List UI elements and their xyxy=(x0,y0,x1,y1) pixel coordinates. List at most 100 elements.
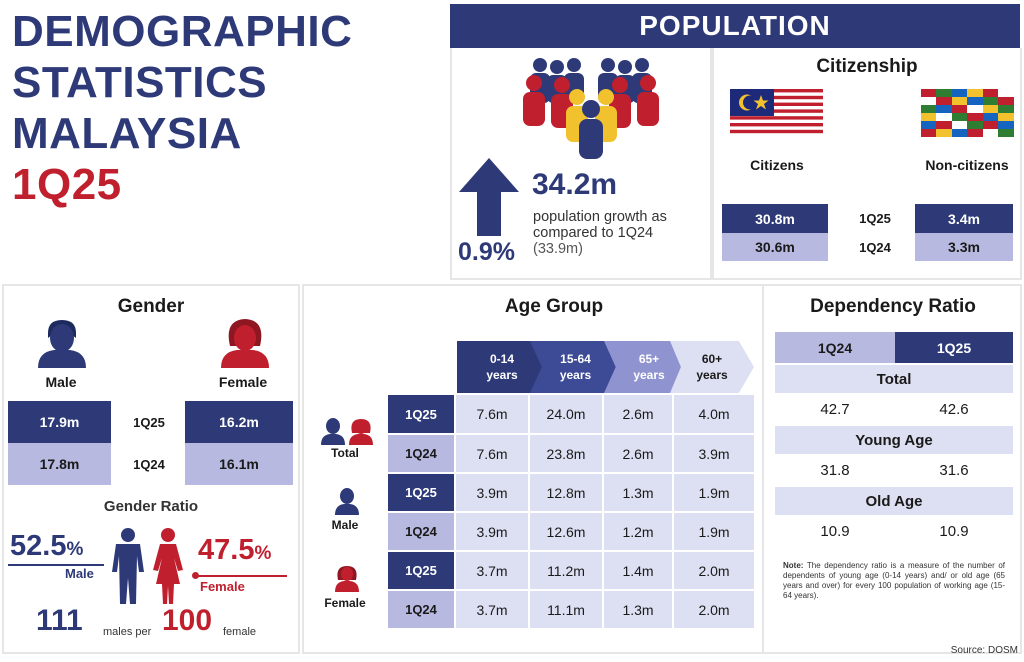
age-cell: 11.1m xyxy=(530,591,602,628)
age-header-range: 60+ xyxy=(701,352,723,366)
males-per-text: males per xyxy=(103,626,152,638)
table-row: 1Q25 3.9m 12.8m 1.3m 1.9m xyxy=(388,474,754,511)
dependency-total-1q24: 42.7 xyxy=(820,400,850,418)
age-header-unit: years xyxy=(696,368,728,382)
age-cell: 4.0m xyxy=(674,395,754,433)
dependency-young-1q24: 31.8 xyxy=(820,461,850,479)
age-cell: 1.9m xyxy=(674,474,754,511)
dependency-total-1q25: 42.6 xyxy=(939,400,969,418)
table-row: 1Q25 3.7m 11.2m 1.4m 2.0m xyxy=(388,552,754,589)
dependency-young-label: Young Age xyxy=(775,426,1013,454)
females-number: 100 xyxy=(162,604,213,637)
age-header-range: 65+ xyxy=(638,352,660,366)
row-quarter: 1Q25 xyxy=(388,395,454,433)
growth-text-2: compared to 1Q24 xyxy=(533,225,654,241)
table-row: 1Q24 7.6m 23.8m 2.6m 3.9m xyxy=(388,435,754,472)
age-cell: 12.8m xyxy=(530,474,602,511)
dependency-total-label: Total xyxy=(775,365,1013,393)
dependency-col-1q25: 1Q25 xyxy=(895,332,1013,363)
growth-text-3: (33.9m) xyxy=(533,241,583,257)
age-header-unit: years xyxy=(633,368,665,382)
note-label: Note: xyxy=(783,561,804,570)
age-cell: 2.0m xyxy=(674,552,754,589)
table-row: 1Q24 3.7m 11.1m 1.3m 2.0m xyxy=(388,591,754,628)
noncitizens-label: Non-citizens xyxy=(925,157,1009,173)
title-line-1: DEMOGRAPHIC xyxy=(12,7,353,56)
age-group-title: Age Group xyxy=(504,296,604,317)
age-cell: 2.6m xyxy=(604,435,672,472)
source-label: Source: DOSM xyxy=(950,645,1018,656)
dependency-old-label: Old Age xyxy=(775,487,1013,515)
age-group-female-label: Female xyxy=(324,596,366,610)
citizens-1q25: 30.8m xyxy=(722,204,828,233)
gender-panel xyxy=(2,284,300,654)
gender-quarter-1q25: 1Q25 xyxy=(133,414,165,430)
table-row: 1Q25 7.6m 24.0m 2.6m 4.0m xyxy=(388,395,754,433)
citizenship-quarter-1q24: 1Q24 xyxy=(859,239,891,255)
male-ratio-line xyxy=(8,564,104,566)
citizens-label: Citizens xyxy=(750,157,804,173)
malaysia-flag-icon xyxy=(730,89,823,137)
row-quarter: 1Q24 xyxy=(388,513,454,550)
citizenship-panel xyxy=(712,48,1022,280)
age-cell: 1.3m xyxy=(604,474,672,511)
female-group-icon xyxy=(335,566,359,592)
male-percent: 52.5% xyxy=(10,530,83,563)
age-group-male-label: Male xyxy=(331,518,359,532)
age-cell: 7.6m xyxy=(456,435,528,472)
age-header-range: 15-64 xyxy=(560,352,591,366)
male-group-icon xyxy=(335,488,359,515)
age-cell: 1.3m xyxy=(604,591,672,628)
age-cell: 24.0m xyxy=(530,395,602,433)
dependency-col-1q24: 1Q24 xyxy=(775,332,895,363)
age-cell: 3.9m xyxy=(674,435,754,472)
population-header: POPULATION xyxy=(450,4,1020,48)
male-percent-sign: % xyxy=(66,539,84,560)
age-header-range: 0-14 xyxy=(489,352,515,366)
dependency-panel xyxy=(764,284,1022,654)
age-cell: 3.7m xyxy=(456,552,528,589)
age-cell: 7.6m xyxy=(456,395,528,433)
female-avatar-icon xyxy=(221,319,269,368)
age-cell: 3.9m xyxy=(456,513,528,550)
row-quarter: 1Q25 xyxy=(388,552,454,589)
female-word: female xyxy=(223,626,257,638)
age-table: 1Q25 7.6m 24.0m 2.6m 4.0m 1Q24 7.6m 23.8… xyxy=(388,395,754,628)
age-cell: 3.7m xyxy=(456,591,528,628)
gender-title: Gender xyxy=(117,296,185,317)
growth-up-arrow-icon xyxy=(459,158,519,236)
total-people-icon xyxy=(321,418,373,445)
dependency-young-1q25: 31.6 xyxy=(939,461,969,479)
age-cell: 3.9m xyxy=(456,474,528,511)
dependency-old-1q25: 10.9 xyxy=(939,522,969,540)
female-1q24: 16.1m xyxy=(185,443,293,485)
growth-percent: 0.9% xyxy=(458,238,515,266)
gender-ratio-title: Gender Ratio xyxy=(103,498,199,515)
gender-female-label: Female xyxy=(218,374,268,390)
dependency-note: Note: The dependency ratio is a measure … xyxy=(783,561,1005,601)
gender-male-label: Male xyxy=(45,374,77,390)
title-quarter: 1Q25 xyxy=(12,160,122,209)
title-line-3: MALAYSIA xyxy=(12,109,242,158)
male-1q25: 17.9m xyxy=(8,401,111,443)
female-ratio-dot xyxy=(192,572,199,579)
age-cell: 1.2m xyxy=(604,513,672,550)
citizens-1q24: 30.6m xyxy=(722,233,828,261)
noncitizens-1q25: 3.4m xyxy=(915,204,1013,233)
female-ratio-line xyxy=(195,575,287,577)
row-quarter: 1Q24 xyxy=(388,435,454,472)
growth-description: population growth as compared to 1Q24 (3… xyxy=(533,209,667,257)
male-percent-value: 52.5 xyxy=(10,530,67,562)
age-header-unit: years xyxy=(486,368,518,382)
note-text: The dependency ratio is a measure of the… xyxy=(783,561,1005,600)
growth-text-1: population growth as xyxy=(533,209,667,225)
female-percent: 47.5% xyxy=(198,534,271,567)
female-percent-value: 47.5 xyxy=(198,534,255,566)
age-cell: 12.6m xyxy=(530,513,602,550)
female-percent-sign: % xyxy=(254,543,272,564)
age-header-60plus: 60+ years xyxy=(670,341,754,393)
males-number: 111 xyxy=(36,604,83,637)
age-header-15-64: 15-64 years xyxy=(530,341,621,393)
female-1q25: 16.2m xyxy=(185,401,293,443)
age-cell: 2.0m xyxy=(674,591,754,628)
